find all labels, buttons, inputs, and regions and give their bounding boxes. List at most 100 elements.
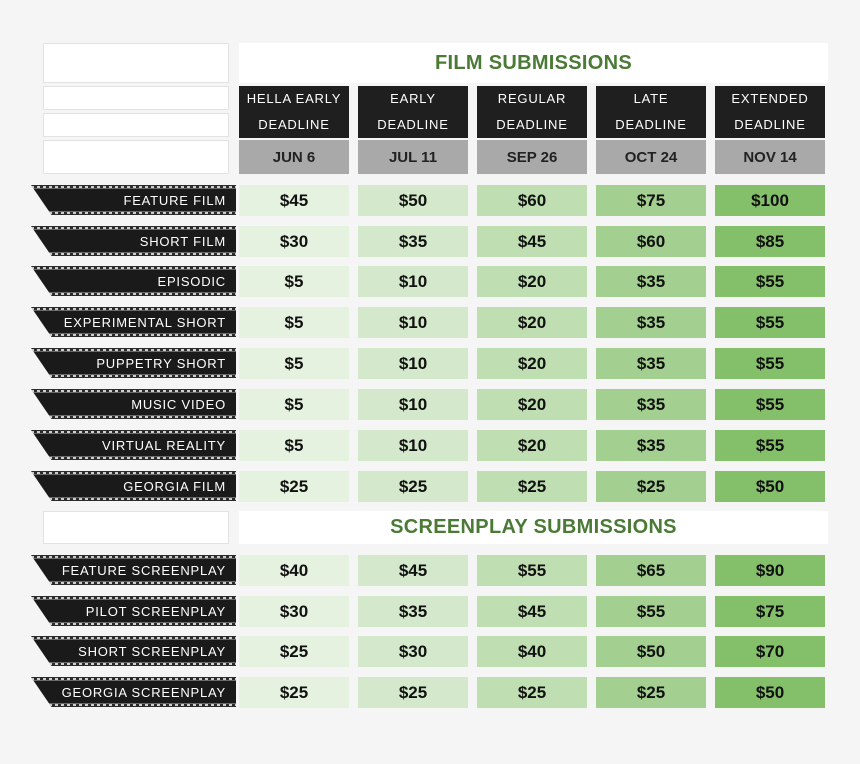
film-price-cell: $5 bbox=[239, 266, 349, 297]
film-perforation-bottom bbox=[31, 623, 236, 625]
film-perforation-top bbox=[31, 227, 236, 229]
film-price-cell: $25 bbox=[358, 471, 468, 502]
deadline-name-line2: DEADLINE bbox=[496, 117, 568, 132]
deadline-name-line1: LATE bbox=[633, 91, 669, 106]
film-strip-graphic bbox=[31, 348, 236, 378]
film-perforation-bottom bbox=[31, 334, 236, 336]
film-strip-graphic bbox=[31, 389, 236, 419]
film-price-cell: $55 bbox=[715, 266, 825, 297]
film-price-cell: $25 bbox=[239, 471, 349, 502]
deadline-header: HELLA EARLY DEADLINE bbox=[239, 86, 349, 138]
film-price-cell: $35 bbox=[358, 226, 468, 257]
screenplay-category-label: PILOT SCREENPLAY bbox=[31, 596, 236, 626]
film-price-cell: $20 bbox=[477, 266, 587, 297]
film-perforation-bottom bbox=[31, 212, 236, 214]
category-label-text: GEORGIA FILM bbox=[123, 479, 226, 494]
film-category-label: VIRTUAL REALITY bbox=[31, 430, 236, 460]
deadline-name-line1: EXTENDED bbox=[731, 91, 809, 106]
film-perforation-bottom bbox=[31, 293, 236, 295]
category-label-text: SHORT SCREENPLAY bbox=[78, 644, 226, 659]
film-price-cell: $55 bbox=[715, 307, 825, 338]
deadline-header: EARLY DEADLINE bbox=[358, 86, 468, 138]
blank-cell bbox=[43, 86, 229, 110]
category-label-text: FEATURE SCREENPLAY bbox=[61, 563, 226, 578]
screenplay-submissions-title: SCREENPLAY SUBMISSIONS bbox=[239, 511, 828, 544]
screenplay-price-cell: $25 bbox=[596, 677, 706, 708]
screenplay-category-label: FEATURE SCREENPLAY bbox=[31, 555, 236, 585]
screenplay-price-cell: $45 bbox=[477, 596, 587, 627]
film-perforation-bottom bbox=[31, 416, 236, 418]
film-price-cell: $25 bbox=[596, 471, 706, 502]
category-label-text: PUPPETRY SHORT bbox=[96, 356, 226, 371]
screenplay-price-cell: $25 bbox=[239, 636, 349, 667]
film-price-cell: $10 bbox=[358, 389, 468, 420]
film-price-cell: $60 bbox=[596, 226, 706, 257]
film-price-cell: $35 bbox=[596, 307, 706, 338]
film-strip-graphic bbox=[31, 596, 236, 626]
film-category-label: EPISODIC bbox=[31, 266, 236, 296]
screenplay-price-cell: $65 bbox=[596, 555, 706, 586]
deadline-date: JUL 11 bbox=[358, 140, 468, 174]
film-strip-graphic bbox=[31, 555, 236, 585]
film-price-cell: $45 bbox=[239, 185, 349, 216]
deadline-date: OCT 24 bbox=[596, 140, 706, 174]
film-price-cell: $30 bbox=[239, 226, 349, 257]
film-price-cell: $20 bbox=[477, 348, 587, 379]
film-perforation-bottom bbox=[31, 375, 236, 377]
film-price-cell: $5 bbox=[239, 430, 349, 461]
film-strip-graphic bbox=[31, 307, 236, 337]
blank-cell bbox=[43, 511, 229, 544]
deadline-name-line1: EARLY bbox=[390, 91, 436, 106]
blank-cell bbox=[43, 113, 229, 137]
film-perforation-top bbox=[31, 431, 236, 433]
film-category-label: GEORGIA FILM bbox=[31, 471, 236, 501]
film-category-label: EXPERIMENTAL SHORT bbox=[31, 307, 236, 337]
deadline-header: EXTENDED DEADLINE bbox=[715, 86, 825, 138]
film-price-cell: $35 bbox=[596, 266, 706, 297]
deadline-date: NOV 14 bbox=[715, 140, 825, 174]
film-category-label: MUSIC VIDEO bbox=[31, 389, 236, 419]
category-label-text: EPISODIC bbox=[157, 274, 226, 289]
film-price-cell: $50 bbox=[715, 471, 825, 502]
category-label-text: EXPERIMENTAL SHORT bbox=[63, 315, 226, 330]
film-price-cell: $45 bbox=[477, 226, 587, 257]
screenplay-price-cell: $55 bbox=[596, 596, 706, 627]
category-label-text: SHORT FILM bbox=[139, 234, 226, 249]
category-label-text: GEORGIA SCREENPLAY bbox=[61, 685, 226, 700]
film-perforation-top bbox=[31, 556, 236, 558]
screenplay-category-label: GEORGIA SCREENPLAY bbox=[31, 677, 236, 707]
film-perforation-bottom bbox=[31, 704, 236, 706]
screenplay-price-cell: $25 bbox=[239, 677, 349, 708]
film-price-cell: $55 bbox=[715, 348, 825, 379]
film-price-cell: $55 bbox=[715, 430, 825, 461]
film-perforation-top bbox=[31, 308, 236, 310]
film-price-cell: $25 bbox=[477, 471, 587, 502]
film-category-label: PUPPETRY SHORT bbox=[31, 348, 236, 378]
screenplay-price-cell: $25 bbox=[477, 677, 587, 708]
film-price-cell: $55 bbox=[715, 389, 825, 420]
screenplay-price-cell: $50 bbox=[596, 636, 706, 667]
film-perforation-top bbox=[31, 637, 236, 639]
film-perforation-bottom bbox=[31, 253, 236, 255]
deadline-name-line2: DEADLINE bbox=[377, 117, 449, 132]
film-price-cell: $75 bbox=[596, 185, 706, 216]
film-perforation-bottom bbox=[31, 498, 236, 500]
deadline-header: LATE DEADLINE bbox=[596, 86, 706, 138]
film-price-cell: $10 bbox=[358, 348, 468, 379]
film-perforation-top bbox=[31, 186, 236, 188]
film-perforation-bottom bbox=[31, 663, 236, 665]
film-category-label: FEATURE FILM bbox=[31, 185, 236, 215]
screenplay-price-cell: $40 bbox=[239, 555, 349, 586]
film-strip-graphic bbox=[31, 226, 236, 256]
deadline-name-line2: DEADLINE bbox=[258, 117, 330, 132]
category-label-text: MUSIC VIDEO bbox=[131, 397, 226, 412]
film-price-cell: $100 bbox=[715, 185, 825, 216]
film-perforation-top bbox=[31, 678, 236, 680]
film-strip-graphic bbox=[31, 471, 236, 501]
film-perforation-top bbox=[31, 390, 236, 392]
film-price-cell: $50 bbox=[358, 185, 468, 216]
film-strip-graphic bbox=[31, 430, 236, 460]
film-price-cell: $5 bbox=[239, 307, 349, 338]
screenplay-price-cell: $55 bbox=[477, 555, 587, 586]
screenplay-price-cell: $30 bbox=[358, 636, 468, 667]
